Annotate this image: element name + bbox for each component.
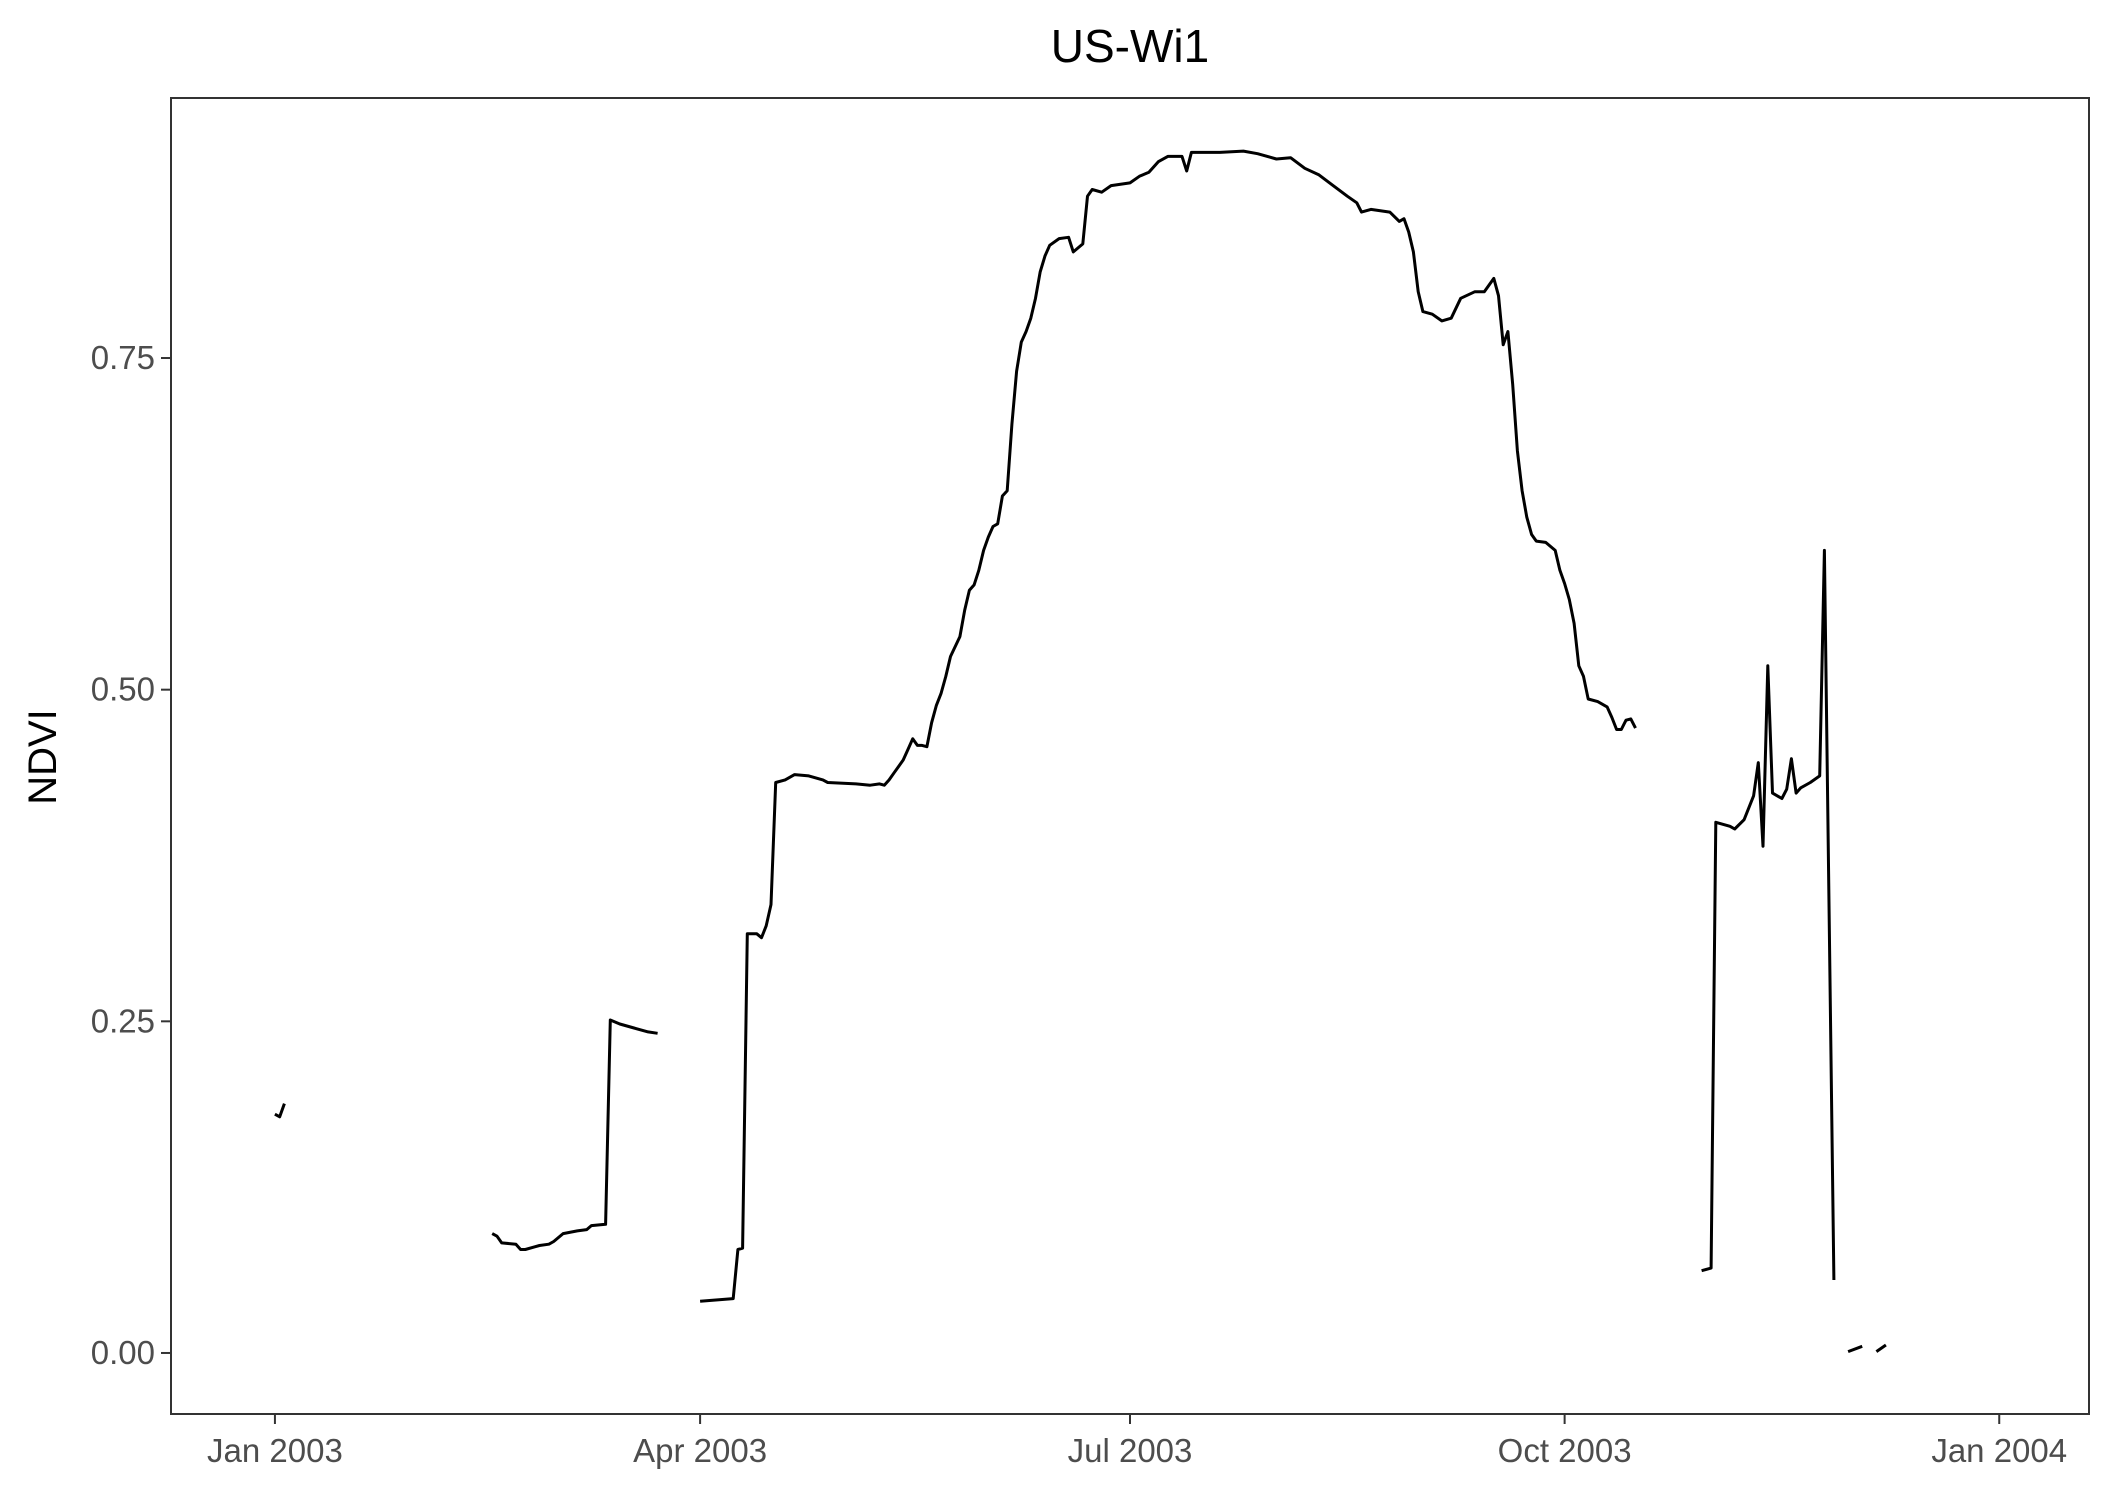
ndvi-series xyxy=(274,149,1887,1354)
x-axis: Jan 2003 Apr 2003 Jul 2003 Oct 2003 Jan 2004 xyxy=(207,1414,2067,1469)
chart-title: US-Wi1 xyxy=(1051,20,1209,72)
plot-panel xyxy=(170,97,2090,1415)
x-tick-label: Jan 2003 xyxy=(207,1432,343,1469)
x-tick-label: Jan 2004 xyxy=(1931,1432,2067,1469)
y-axis: 0.00 0.25 0.50 0.75 xyxy=(91,339,171,1371)
y-tick-label: 0.25 xyxy=(91,1002,155,1039)
ndvi-line-segment xyxy=(699,149,1637,1303)
ndvi-line-segment xyxy=(1847,1344,1863,1354)
ndvi-line-segment xyxy=(1875,1343,1887,1353)
x-tick-label: Oct 2003 xyxy=(1498,1432,1632,1469)
ndvi-line-segment xyxy=(1701,548,1836,1281)
ndvi-line-segment xyxy=(274,1103,286,1119)
y-axis-label: NDVI xyxy=(21,709,65,805)
ndvi-line-segment xyxy=(491,1018,658,1251)
y-tick-label: 0.75 xyxy=(91,339,155,376)
y-tick-label: 0.50 xyxy=(91,671,155,708)
x-tick-label: Jul 2003 xyxy=(1068,1432,1193,1469)
y-tick-label: 0.00 xyxy=(91,1334,155,1371)
x-tick-label: Apr 2003 xyxy=(633,1432,767,1469)
